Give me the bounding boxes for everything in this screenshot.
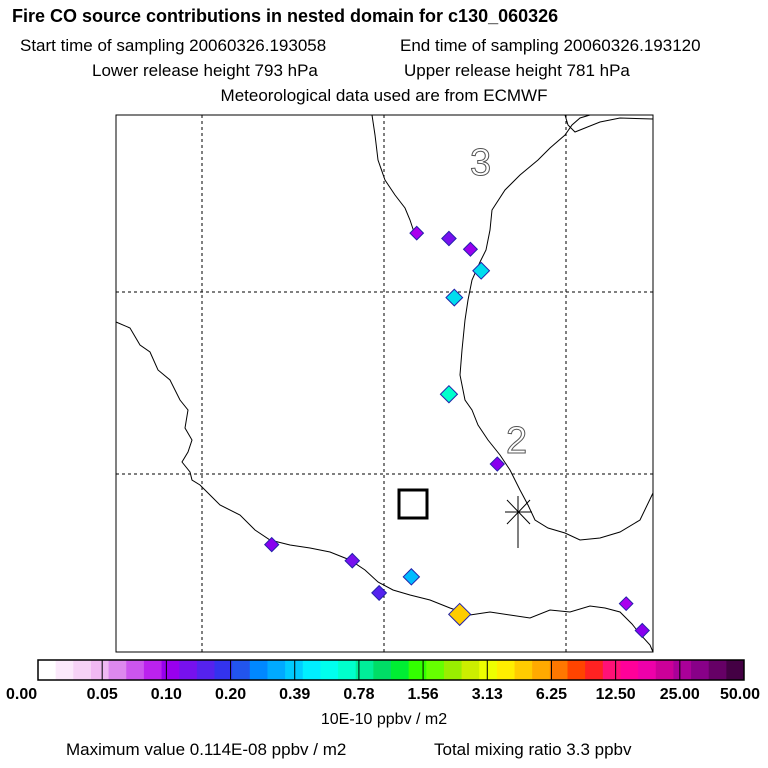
- colorbar-swatch-10: [214, 660, 233, 680]
- colorbar-swatch-12: [249, 660, 268, 680]
- border-north: [371, 114, 416, 236]
- coastline-main: [115, 321, 654, 653]
- chart-title: Fire CO source contributions in nested d…: [12, 6, 559, 26]
- colorbar-tick-label: 25.00: [660, 686, 700, 703]
- colorbar-tick-label: 0.78: [343, 686, 374, 703]
- colorbar-tick-label: 0.39: [279, 686, 310, 703]
- colorbar-tick-label: 0.10: [151, 686, 182, 703]
- met-data-label: Meteorological data used are from ECMWF: [220, 86, 548, 105]
- maximum-value-label: Maximum value 0.114E-08 ppbv / m2: [66, 740, 347, 759]
- colorbar-swatch-22: [426, 660, 445, 680]
- map-frame: [115, 114, 654, 653]
- colorbar-units-label: 10E-10 ppbv / m2: [320, 711, 448, 728]
- colorbar-swatch-28: [532, 660, 551, 680]
- colorbar-tick-label: 50.00: [720, 686, 760, 703]
- colorbar-tick-label: 12.50: [596, 686, 636, 703]
- colorbar-swatch-39: [726, 660, 745, 680]
- hotspot-7: [447, 602, 472, 627]
- colorbar-swatch-31: [585, 660, 604, 680]
- colorbar-swatch-35: [655, 660, 674, 680]
- receptor-box: [397, 488, 429, 520]
- colorbar-swatch-2: [73, 660, 92, 680]
- colorbar-swatch-19: [373, 660, 392, 680]
- colorbar-swatch-0: [38, 660, 57, 680]
- hotspot-1: [472, 261, 491, 280]
- hotspot-8: [402, 568, 421, 586]
- upper-release-label: Upper release height 781 hPa: [404, 61, 630, 80]
- hotspots-layer: [263, 225, 650, 639]
- colorbar-swatch-1: [55, 660, 74, 680]
- colorbar-swatch-30: [567, 660, 586, 680]
- hotspot-13: [634, 622, 650, 639]
- colorbar-swatch-11: [232, 660, 251, 680]
- hotspot-10: [344, 552, 361, 569]
- colorbar-swatch-3: [90, 660, 110, 680]
- colorbar-swatch-32: [602, 660, 621, 680]
- colorbar-tick-label: 3.13: [472, 686, 503, 703]
- colorbar-swatch-38: [708, 660, 727, 680]
- colorbar-tick-label: 0.00: [6, 686, 37, 703]
- colorbar-swatch-9: [196, 660, 215, 680]
- colorbar-swatch-23: [443, 660, 463, 680]
- colorbar-swatch-14: [285, 660, 304, 680]
- colorbar-tick-label: 0.05: [87, 686, 118, 703]
- colorbar-swatch-24: [461, 660, 480, 680]
- total-mixing-label: Total mixing ratio 3.3 ppbv: [434, 740, 632, 759]
- colorbar-tick-label: 0.20: [215, 686, 246, 703]
- colorbar-swatch-17: [338, 660, 357, 680]
- hotspot-11: [263, 536, 280, 553]
- hotspot-4: [462, 241, 479, 257]
- colorbar-tick-labels: 0.00 0.05 0.10 0.20 0.39 0.78 1.56 3.13 6.25 12.5…: [6, 660, 760, 703]
- colorbar-swatch-27: [514, 660, 533, 680]
- coastline-east: [459, 114, 654, 541]
- colorbar-swatch-37: [691, 660, 710, 680]
- hotspot-5: [439, 384, 459, 404]
- colorbar-swatch-7: [161, 660, 180, 680]
- contour-label-2: 2: [506, 420, 527, 462]
- lower-release-label: Lower release height 793 hPa: [92, 61, 318, 80]
- colorbar-swatch-33: [620, 660, 639, 680]
- hotspot-9: [371, 584, 388, 601]
- colorbar: [37, 659, 745, 681]
- colorbar-swatch-36: [673, 660, 692, 680]
- colorbar-swatch-4: [108, 660, 127, 680]
- colorbar-swatch-8: [179, 660, 198, 680]
- hotspot-12: [618, 596, 634, 612]
- colorbar-swatch-25: [479, 660, 498, 680]
- border-ne: [564, 114, 654, 133]
- colorbar-swatch-21: [408, 660, 427, 680]
- colorbar-swatch-18: [355, 660, 374, 680]
- colorbar-swatch-26: [496, 660, 516, 680]
- start-time-label: Start time of sampling 20060326.193058: [20, 36, 327, 55]
- colorbar-swatch-34: [638, 660, 657, 680]
- release-marker: [505, 496, 532, 548]
- colorbar-swatch-6: [143, 660, 163, 680]
- colorbar-swatch-29: [549, 660, 568, 680]
- end-time-label: End time of sampling 20060326.193120: [400, 36, 701, 55]
- colorbar-swatch-16: [320, 660, 339, 680]
- colorbar-swatch-5: [126, 660, 145, 680]
- colorbar-swatch-13: [267, 660, 286, 680]
- hotspot-0: [441, 230, 457, 247]
- hotspot-3: [409, 225, 425, 241]
- colorbar-tick-label: 1.56: [408, 686, 439, 703]
- colorbar-outline: [37, 659, 745, 681]
- coastlines: [115, 114, 654, 653]
- colorbar-swatch-20: [391, 660, 410, 680]
- colorbar-tick-label: 6.25: [536, 686, 567, 703]
- hotspot-2: [445, 288, 464, 307]
- hotspot-6: [489, 456, 506, 472]
- release-marker-d2: [506, 499, 531, 525]
- contour-label-3: 3: [470, 142, 491, 184]
- colorbar-swatch-15: [302, 660, 321, 680]
